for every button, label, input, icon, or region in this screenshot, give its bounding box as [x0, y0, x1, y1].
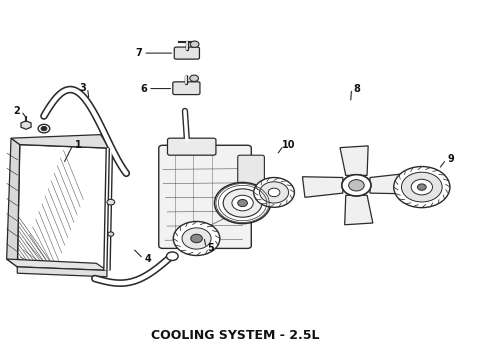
Circle shape	[190, 75, 198, 81]
Circle shape	[108, 232, 114, 236]
Circle shape	[401, 172, 442, 202]
Text: COOLING SYSTEM - 2.5L: COOLING SYSTEM - 2.5L	[151, 329, 319, 342]
Circle shape	[411, 179, 433, 195]
Text: 2: 2	[13, 106, 20, 116]
Text: 4: 4	[145, 254, 151, 264]
Polygon shape	[17, 145, 109, 270]
Circle shape	[260, 182, 289, 203]
Circle shape	[342, 175, 371, 196]
Text: 10: 10	[282, 140, 295, 150]
Text: 9: 9	[447, 154, 454, 165]
Circle shape	[182, 228, 211, 249]
FancyBboxPatch shape	[168, 138, 216, 155]
Polygon shape	[21, 121, 31, 129]
Circle shape	[232, 195, 253, 211]
Circle shape	[417, 184, 426, 190]
Text: 3: 3	[79, 83, 86, 93]
Text: 1: 1	[74, 140, 81, 149]
Circle shape	[173, 221, 220, 256]
Circle shape	[268, 188, 280, 197]
Circle shape	[191, 234, 202, 243]
FancyBboxPatch shape	[159, 145, 251, 248]
Polygon shape	[17, 267, 107, 277]
Circle shape	[254, 177, 294, 207]
Circle shape	[167, 252, 178, 260]
Circle shape	[349, 180, 364, 191]
Polygon shape	[7, 259, 107, 270]
Circle shape	[342, 175, 371, 196]
Polygon shape	[11, 135, 109, 148]
Polygon shape	[344, 195, 373, 225]
FancyBboxPatch shape	[173, 82, 200, 95]
Circle shape	[215, 183, 270, 224]
Circle shape	[238, 199, 247, 207]
Circle shape	[41, 126, 47, 131]
Polygon shape	[370, 173, 410, 194]
Circle shape	[223, 189, 262, 217]
Circle shape	[190, 41, 199, 48]
Text: 5: 5	[208, 243, 215, 253]
Circle shape	[38, 124, 50, 133]
Circle shape	[394, 167, 450, 208]
Circle shape	[349, 180, 364, 191]
Text: 8: 8	[353, 84, 360, 94]
Text: 6: 6	[140, 84, 147, 94]
Polygon shape	[302, 177, 343, 197]
Polygon shape	[7, 138, 20, 267]
Polygon shape	[340, 146, 368, 175]
FancyBboxPatch shape	[174, 47, 199, 59]
Circle shape	[107, 199, 115, 205]
Text: 7: 7	[135, 48, 142, 58]
FancyBboxPatch shape	[238, 155, 265, 198]
